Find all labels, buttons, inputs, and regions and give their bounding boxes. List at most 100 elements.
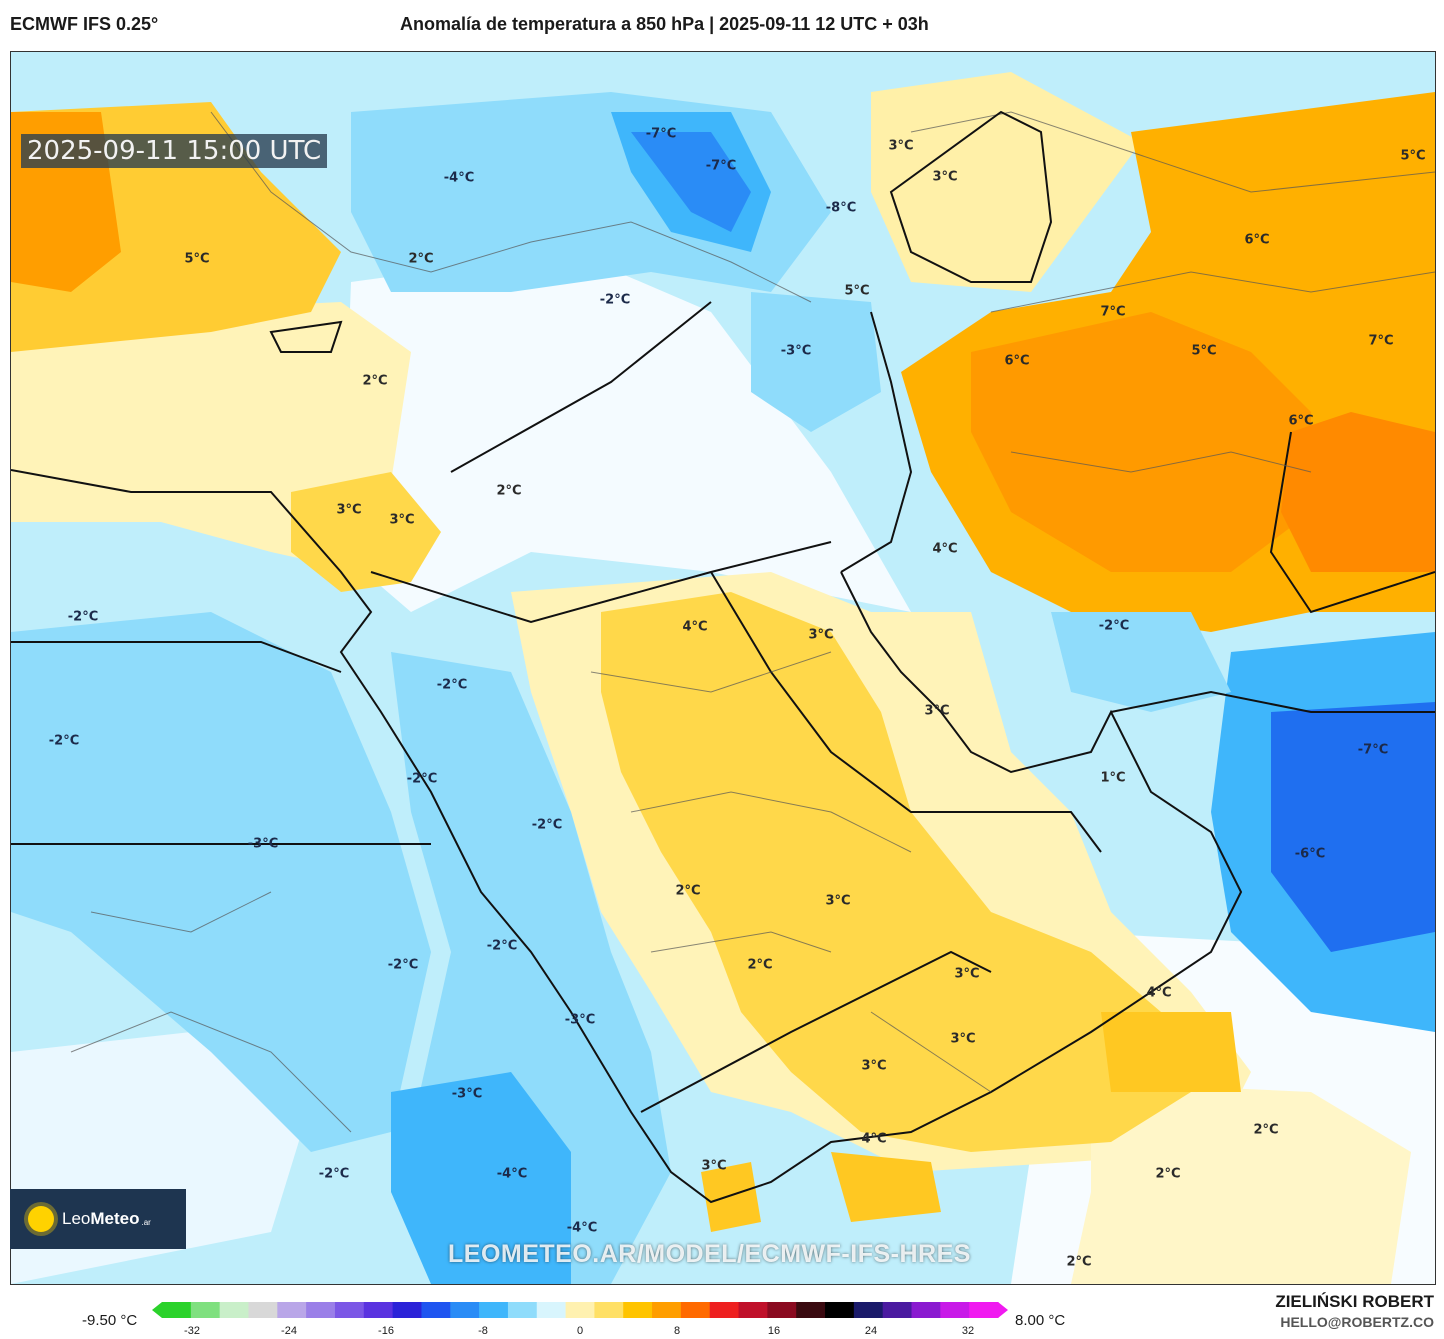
colorbar-segment xyxy=(248,1302,278,1318)
isotherm-label: 2°C xyxy=(1253,1122,1279,1138)
isotherm-label: 7°C xyxy=(1368,333,1394,349)
model-name: ECMWF IFS 0.25° xyxy=(10,14,159,34)
colorbar-segment xyxy=(969,1302,999,1318)
colorbar-segment xyxy=(594,1302,624,1318)
isotherm-label: -2°C xyxy=(48,733,80,749)
isotherm-label: -2°C xyxy=(406,771,438,787)
isotherm-label: 3°C xyxy=(825,893,851,909)
colorbar-segment xyxy=(709,1302,740,1318)
isotherm-label: -4°C xyxy=(566,1220,598,1236)
isotherm-label: 4°C xyxy=(682,619,708,635)
isotherm-label: 7°C xyxy=(1100,304,1126,320)
colorbar-segment xyxy=(882,1302,913,1318)
colorbar-segment xyxy=(738,1302,768,1318)
valid-time-stamp: 2025-09-11 15:00 UTC xyxy=(21,134,328,168)
isotherm-label: 2°C xyxy=(496,483,522,499)
colorbar-segment xyxy=(277,1302,307,1318)
isotherm-label: 2°C xyxy=(1066,1254,1092,1270)
isotherm-label: 3°C xyxy=(888,138,914,154)
source-watermark: LEOMETEO.AR/MODEL/ECMWF-IFS-HRES xyxy=(448,1240,971,1268)
isotherm-label: 3°C xyxy=(932,169,958,185)
colorbar-segment xyxy=(796,1302,826,1318)
colorbar-segment xyxy=(190,1302,221,1318)
isotherm-label: 4°C xyxy=(861,1131,887,1147)
logo-tld: .ar xyxy=(141,1217,151,1227)
isotherm-label: 5°C xyxy=(1400,148,1426,164)
colorbar-segment xyxy=(565,1302,595,1318)
isotherm-label: -2°C xyxy=(67,609,99,625)
isotherm-label: 2°C xyxy=(362,373,388,389)
isotherm-label: 6°C xyxy=(1244,232,1270,248)
isotherm-label: -2°C xyxy=(1098,618,1130,634)
colorbar-min-label: -9.50 °C xyxy=(82,1312,138,1329)
colorbar-segment xyxy=(507,1302,538,1318)
isotherm-label: -7°C xyxy=(705,158,737,174)
logo-wordmark: LeoMeteo xyxy=(62,1209,140,1228)
isotherm-label: -4°C xyxy=(496,1166,528,1182)
colorbar-segment xyxy=(162,1302,192,1318)
isotherm-label: -2°C xyxy=(531,817,563,833)
isotherm-label: 3°C xyxy=(924,703,950,719)
leometeo-logo[interactable]: LeoMeteo .ar xyxy=(10,1189,186,1249)
isotherm-label: -3°C xyxy=(564,1012,596,1028)
colorbar-segment xyxy=(450,1302,480,1318)
isotherm-label: 3°C xyxy=(950,1031,976,1047)
colorbar-tick-label: 8 xyxy=(673,1325,681,1337)
colorbar-tick-label: 24 xyxy=(864,1325,878,1337)
isotherm-label: 2°C xyxy=(675,883,701,899)
colorbar-segment xyxy=(767,1302,797,1318)
isotherm-label: -8°C xyxy=(825,200,857,216)
isotherm-label: -2°C xyxy=(486,938,518,954)
colorbar-segment xyxy=(392,1302,422,1318)
colorbar-segment xyxy=(334,1302,365,1318)
author-credit: ZIELIŃSKI ROBERT xyxy=(1275,1292,1434,1311)
isotherm-label: 4°C xyxy=(932,541,958,557)
colorbar-tick-label: 0 xyxy=(576,1325,584,1337)
isotherm-label: 4°C xyxy=(1146,985,1172,1001)
sun-icon xyxy=(28,1206,54,1232)
colorbar-tick-label: -16 xyxy=(378,1325,394,1337)
isotherm-label: -6°C xyxy=(1294,846,1326,862)
isotherm-label: 3°C xyxy=(389,512,415,528)
isotherm-label: 3°C xyxy=(701,1158,727,1174)
isotherm-label: 5°C xyxy=(184,251,210,267)
isotherm-label: 5°C xyxy=(844,283,870,299)
colorbar-segment xyxy=(825,1302,855,1318)
isotherm-label: -2°C xyxy=(436,677,468,693)
colorbar-segment xyxy=(479,1302,509,1318)
colorbar-tick-label: -8 xyxy=(478,1325,488,1337)
colorbar-segment xyxy=(536,1302,567,1318)
isotherm-label: 6°C xyxy=(1004,353,1030,369)
isotherm-label: -2°C xyxy=(599,292,631,308)
map-title: Anomalía de temperatura a 850 hPa | 2025… xyxy=(400,14,929,34)
isotherm-label: -7°C xyxy=(645,126,677,142)
isotherm-label: 3°C xyxy=(808,627,834,643)
isotherm-label: 1°C xyxy=(1100,770,1126,786)
isotherm-label: -7°C xyxy=(1357,742,1389,758)
colorbar-tick-label: 16 xyxy=(767,1325,781,1337)
isotherm-label: 2°C xyxy=(747,957,773,973)
colorbar-segment xyxy=(306,1302,336,1318)
isotherm-label: 3°C xyxy=(861,1058,887,1074)
colorbar-segment xyxy=(652,1302,682,1318)
anomaly-field xyxy=(11,72,1435,1284)
colorbar-segment xyxy=(623,1302,653,1318)
isotherm-label: 3°C xyxy=(954,966,980,982)
colorbar-segment xyxy=(911,1302,941,1318)
colorbar-segment xyxy=(680,1302,711,1318)
colorbar-segment xyxy=(363,1302,394,1318)
colorbar-segment xyxy=(853,1302,884,1318)
isotherm-label: 6°C xyxy=(1288,413,1314,429)
isotherm-label: -3°C xyxy=(451,1086,483,1102)
colorbar-tick-label: 32 xyxy=(961,1325,975,1337)
colorbar-segment xyxy=(219,1302,249,1318)
isotherm-label: -4°C xyxy=(443,170,475,186)
colorbar-tick-label: -24 xyxy=(281,1325,297,1337)
colorbar-segment xyxy=(421,1302,451,1318)
anomaly-map[interactable]: 2025-09-11 15:00 UTC -7°C -7°C -4°C -8°C 3°C… xyxy=(10,51,1436,1285)
author-email[interactable]: HELLO@ROBERTZ.CO xyxy=(1280,1314,1434,1330)
colorbar xyxy=(152,1302,1008,1318)
colorbar-tick-label: -32 xyxy=(184,1325,200,1337)
isotherm-label: -3°C xyxy=(780,343,812,359)
isotherm-label: -2°C xyxy=(387,957,419,973)
